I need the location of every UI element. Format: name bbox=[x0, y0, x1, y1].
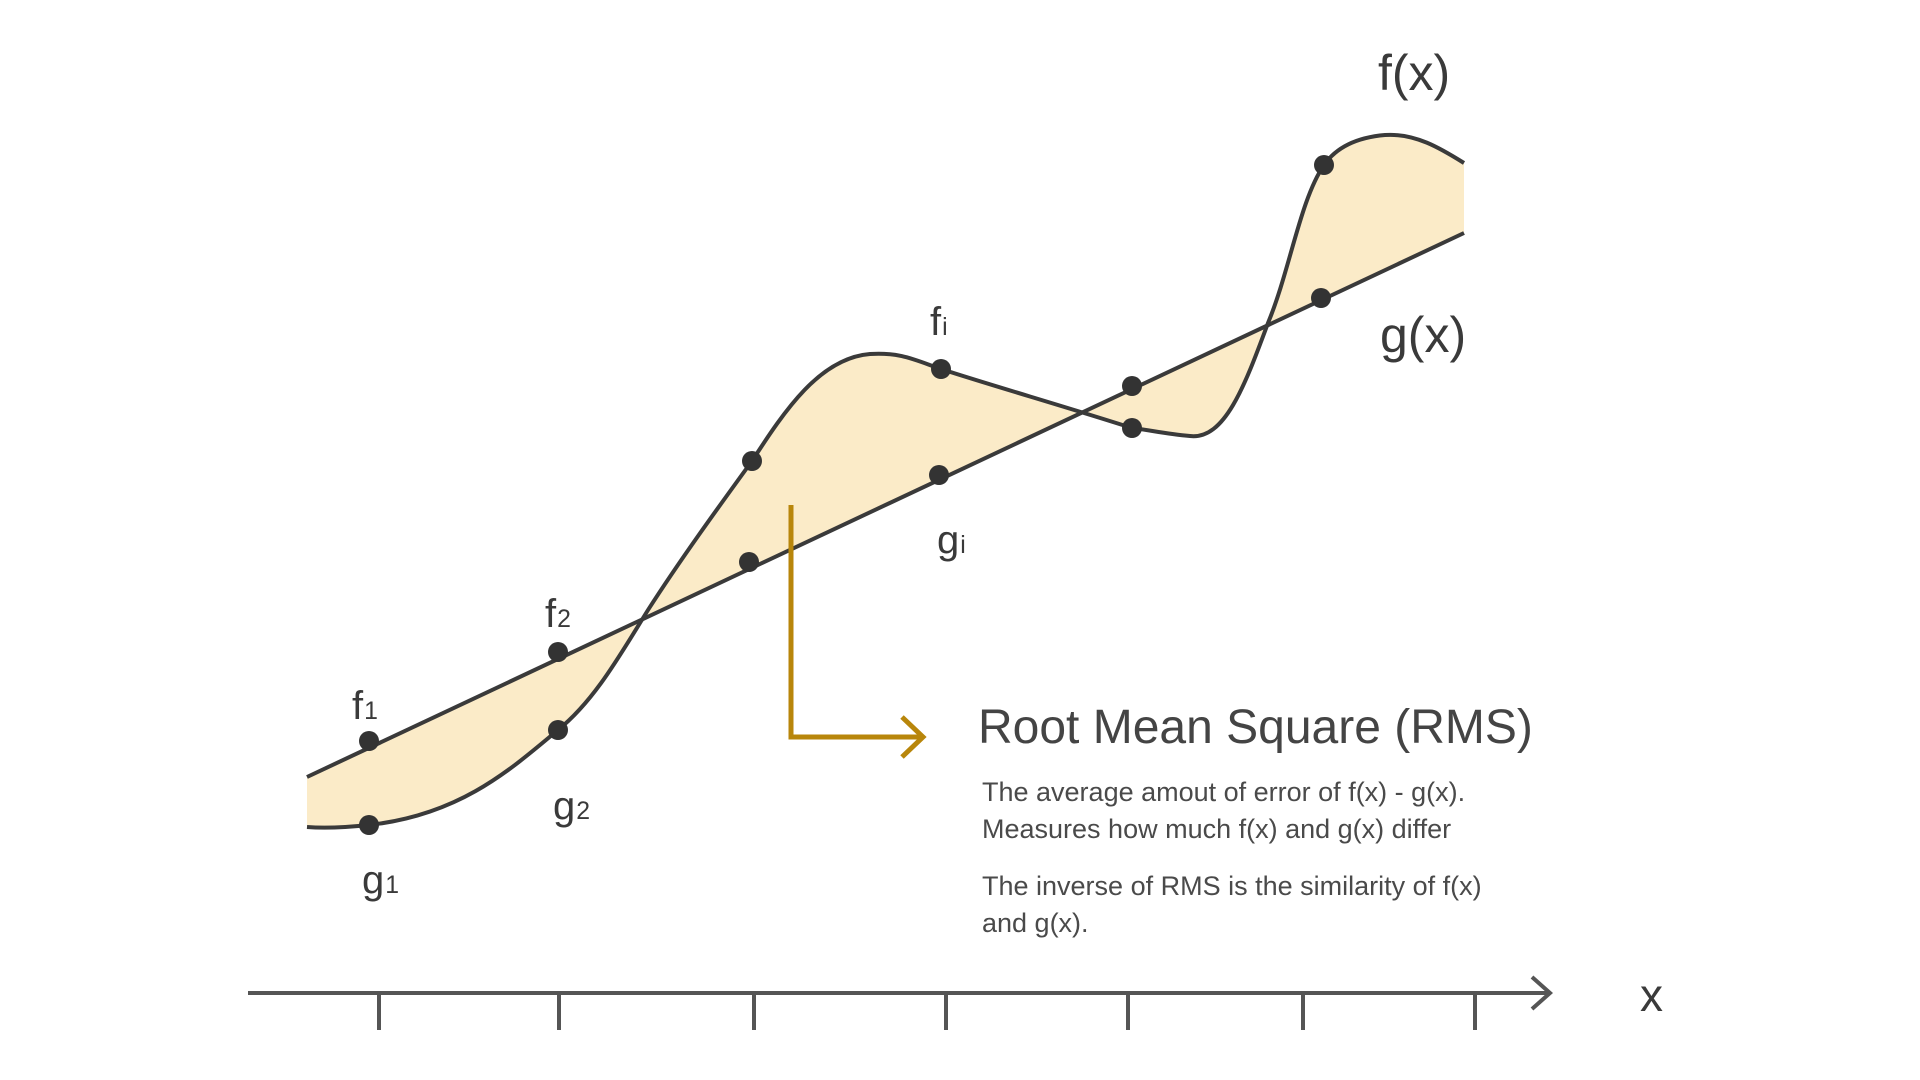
point-fi bbox=[931, 359, 951, 379]
point-g6 bbox=[1311, 288, 1331, 308]
point-f3 bbox=[742, 451, 762, 471]
sample-points bbox=[359, 155, 1334, 835]
x-axis-label: x bbox=[1640, 969, 1663, 1021]
f-curve-label: f(x) bbox=[1378, 45, 1451, 101]
x-axis bbox=[248, 975, 1554, 1030]
point-f5 bbox=[1122, 418, 1142, 438]
point-gi bbox=[929, 465, 949, 485]
g-line bbox=[306, 231, 1465, 779]
rms-description-1: The average amout of error of f(x) - g(x… bbox=[982, 777, 1466, 844]
label-f1: f1 bbox=[352, 684, 378, 728]
point-g3 bbox=[739, 552, 759, 572]
label-fi: fi bbox=[930, 300, 948, 344]
point-g1 bbox=[359, 815, 379, 835]
rms-title: Root Mean Square (RMS) bbox=[978, 701, 1533, 754]
difference-area bbox=[307, 134, 1464, 828]
point-g2 bbox=[548, 720, 568, 740]
rms-description-2: The inverse of RMS is the similarity of … bbox=[982, 871, 1482, 938]
point-f1 bbox=[359, 731, 379, 751]
point-f6 bbox=[1314, 155, 1334, 175]
point-g5 bbox=[1122, 376, 1142, 396]
label-g2: g2 bbox=[553, 784, 591, 828]
callout-arrow bbox=[788, 505, 927, 759]
g-line-label: g(x) bbox=[1380, 307, 1467, 363]
label-g1: g1 bbox=[362, 858, 400, 902]
label-gi: gi bbox=[937, 518, 966, 562]
point-f2 bbox=[548, 642, 568, 662]
label-f2: f2 bbox=[545, 592, 571, 636]
